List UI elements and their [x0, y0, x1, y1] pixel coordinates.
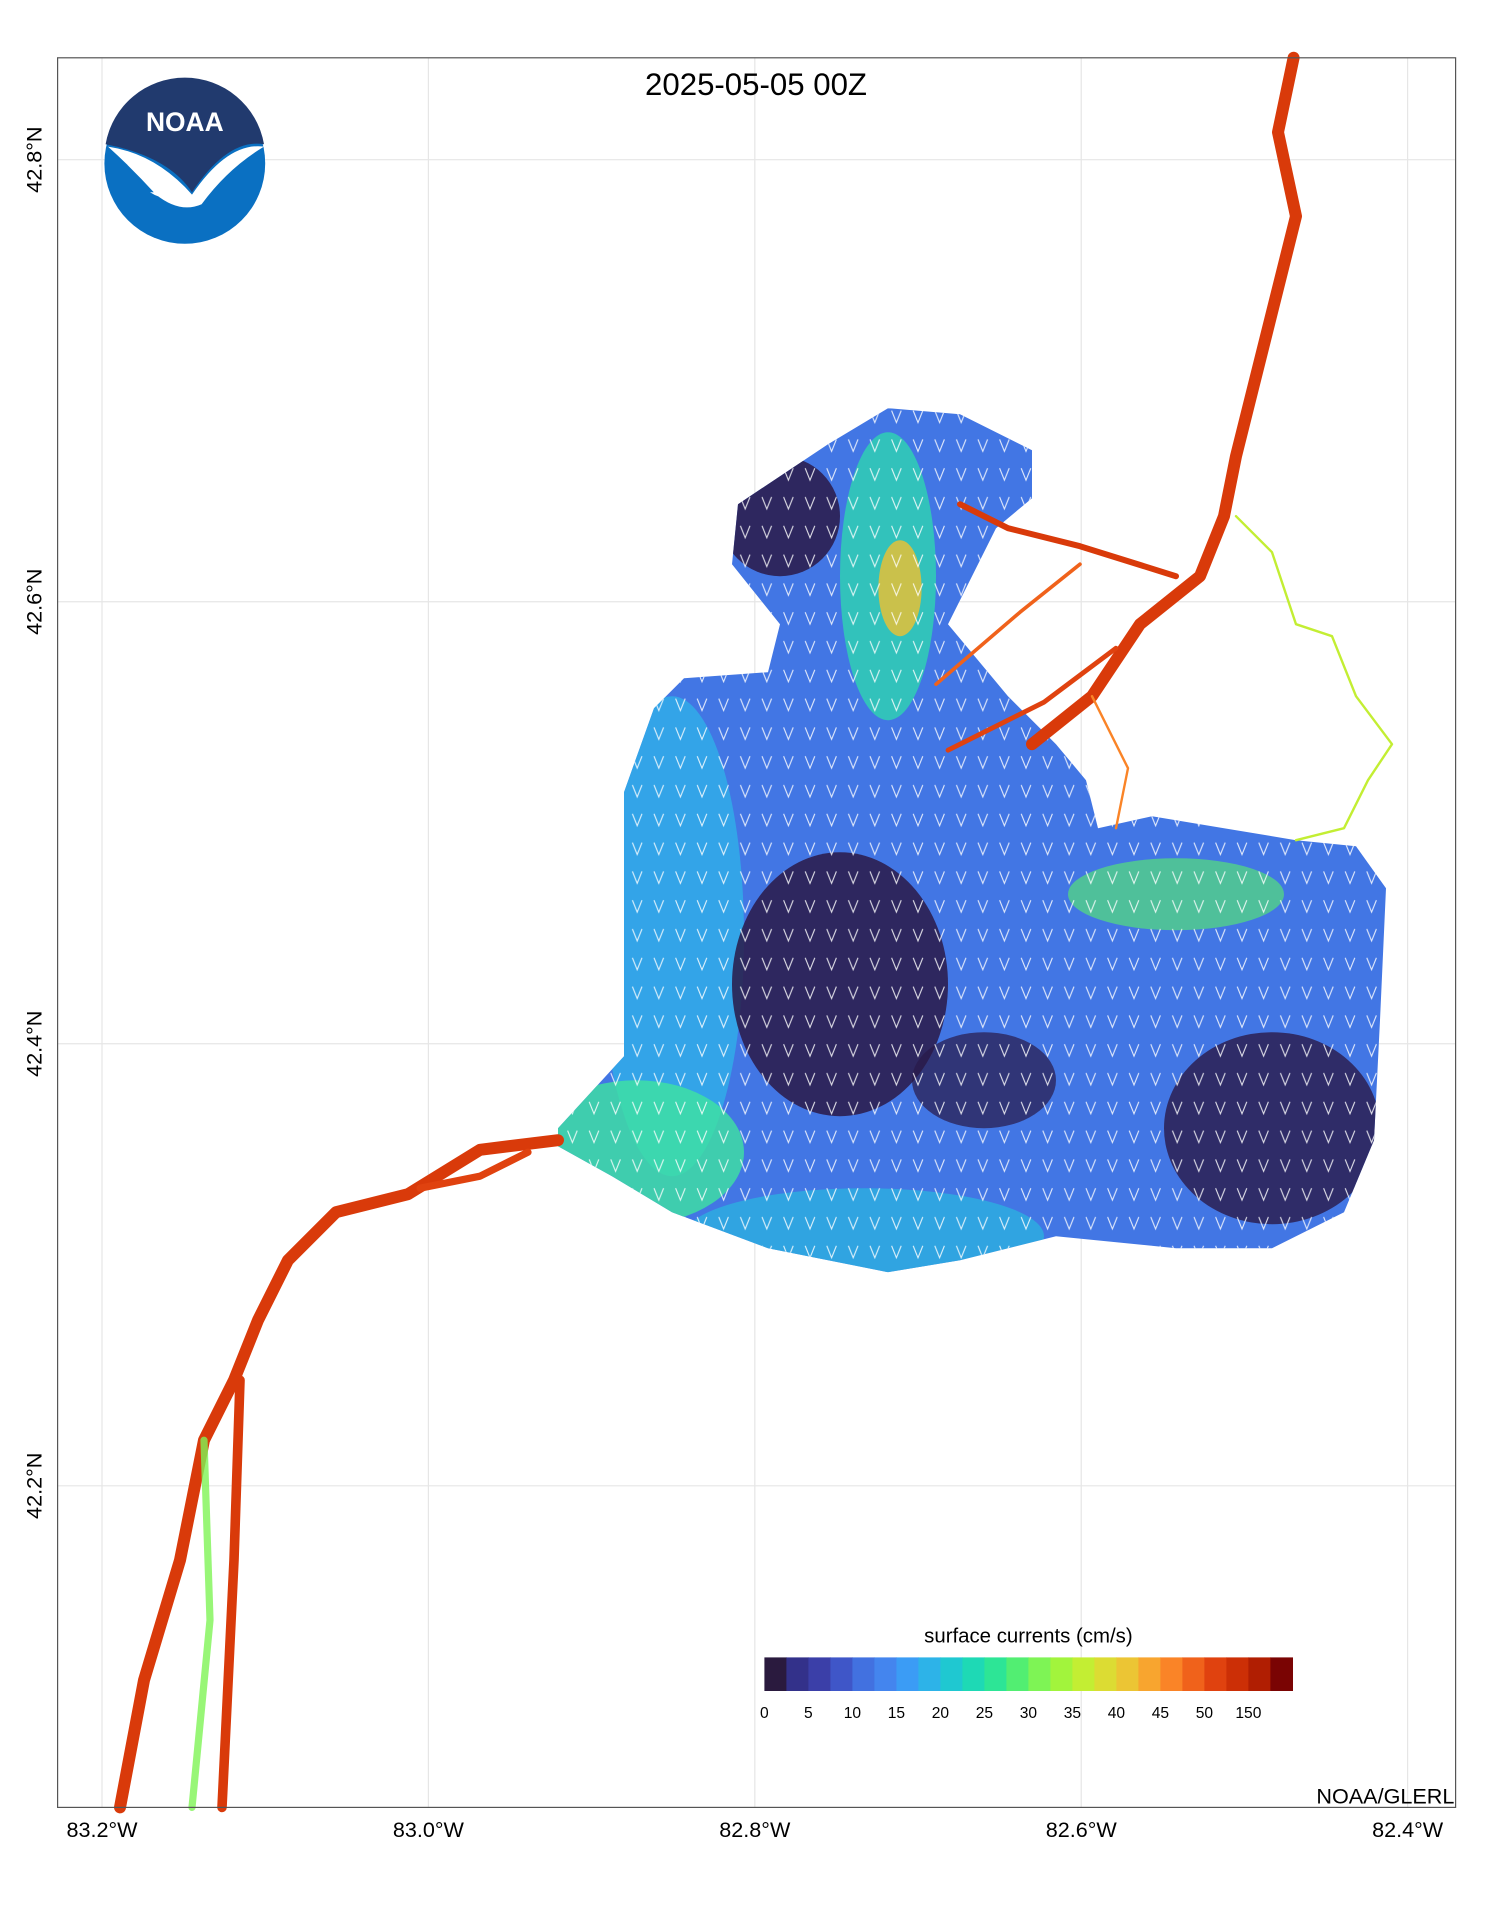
colorbar-swatch — [1072, 1657, 1095, 1691]
noaa-logo: NOAA — [104, 77, 266, 244]
y-tick-label: 42.2°N — [22, 1453, 47, 1519]
logo-text: NOAA — [146, 107, 224, 137]
colorbar-swatch — [764, 1657, 787, 1691]
water-body — [114, 51, 1394, 1814]
colorbar-swatch — [896, 1657, 919, 1691]
colorbar: 0 5 10 15 20 25 30 35 40 45 50 150 — [760, 1657, 1293, 1722]
x-tick-label: 82.8°W — [719, 1817, 791, 1842]
colorbar-swatch — [918, 1657, 941, 1691]
colorbar-swatch — [1006, 1657, 1029, 1691]
colorbar-swatch — [940, 1657, 963, 1691]
colorbar-swatch — [808, 1657, 831, 1691]
y-tick-label: 42.8°N — [22, 127, 47, 193]
colorbar-tick-label: 15 — [888, 1705, 906, 1722]
colorbar-tick-label: 0 — [760, 1705, 769, 1722]
colorbar-swatch — [1270, 1657, 1293, 1691]
colorbar-swatch — [1160, 1657, 1183, 1691]
colorbar-swatch — [874, 1657, 897, 1691]
colorbar-tick-label: 30 — [1020, 1705, 1038, 1722]
colorbar-swatch — [852, 1657, 875, 1691]
map-title: 2025-05-05 00Z — [645, 67, 867, 102]
x-tick-label: 83.0°W — [393, 1817, 465, 1842]
colorbar-label: surface currents (cm/s) — [924, 1625, 1132, 1647]
x-tick-label: 83.2°W — [66, 1817, 138, 1842]
x-tick-label: 82.4°W — [1372, 1817, 1444, 1842]
colorbar-swatch — [1116, 1657, 1139, 1691]
colorbar-tick-label: 25 — [976, 1705, 994, 1722]
colorbar-tick-label: 20 — [932, 1705, 950, 1722]
colorbar-swatch — [962, 1657, 985, 1691]
colorbar-swatch — [1138, 1657, 1161, 1691]
colorbar-tick-label: 35 — [1064, 1705, 1082, 1722]
colorbar-swatch — [984, 1657, 1007, 1691]
colorbar-tick-label: 50 — [1196, 1705, 1214, 1722]
x-tick-label: 82.6°W — [1046, 1817, 1118, 1842]
colorbar-tick-label: 40 — [1108, 1705, 1126, 1722]
colorbar-swatch — [1204, 1657, 1227, 1691]
colorbar-swatch — [830, 1657, 853, 1691]
y-tick-label: 42.6°N — [22, 569, 47, 635]
colorbar-tick-label: 150 — [1235, 1705, 1261, 1722]
credit: NOAA/GLERL — [1316, 1784, 1454, 1809]
colorbar-swatch — [1028, 1657, 1051, 1691]
colorbar-tick-label: 45 — [1152, 1705, 1170, 1722]
colorbar-tick-label: 10 — [844, 1705, 862, 1722]
plot-frame — [57, 57, 1457, 1808]
colorbar-swatch — [786, 1657, 809, 1691]
grid — [57, 57, 1456, 1808]
colorbar-swatch — [1248, 1657, 1272, 1691]
colorbar-tick-label: 5 — [804, 1705, 813, 1722]
y-tick-label: 42.4°N — [22, 1011, 47, 1077]
colorbar-swatch — [1226, 1657, 1249, 1691]
colorbar-swatch — [1050, 1657, 1073, 1691]
colorbar-swatch — [1094, 1657, 1117, 1691]
colorbar-swatch — [1182, 1657, 1205, 1691]
